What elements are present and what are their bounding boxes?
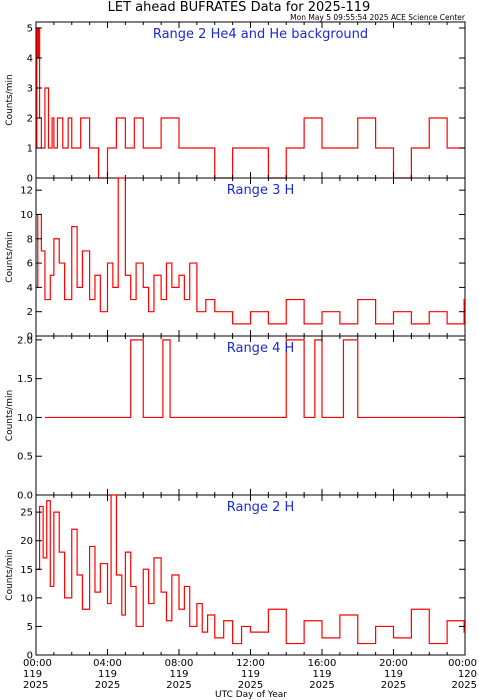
y-axis-label: Counts/min (5, 390, 15, 441)
y-tick-label: 2 (27, 114, 33, 125)
y-tick-label: 0.5 (17, 452, 33, 463)
x-tick-label: 2025 (309, 680, 334, 691)
y-tick-label: 25 (20, 508, 33, 519)
y-tick-label: 1.0 (17, 413, 33, 424)
panel-3: 0.0 0.5 1.0 1.5 2.0 Range 4 H Counts/min (5, 335, 466, 502)
y-tick-label: 3 (27, 84, 33, 95)
y-tick-label: 1.5 (17, 374, 33, 385)
y-tick-label: 0 (27, 332, 33, 343)
x-tick-label: 119 (241, 669, 260, 680)
y-axis-label: Counts/min (5, 231, 15, 282)
y-tick-label: 5 (27, 622, 33, 633)
y-tick-label: 2 (27, 307, 33, 318)
x-tick-label: 2025 (95, 680, 120, 691)
panel-title: Range 2 He4 and He background (153, 27, 368, 42)
y-tick-label: 10 (20, 210, 33, 221)
x-tick-label: 119 (312, 669, 331, 680)
x-tick-label: 08:00 (165, 658, 194, 669)
x-tick-label: 2025 (452, 680, 477, 691)
y-axis-label: Counts/min (5, 549, 15, 600)
y-tick-label: 15 (20, 565, 33, 576)
y-tick-label: 0 (27, 651, 33, 662)
panel-title: Range 4 H (227, 341, 295, 356)
series-line (36, 494, 465, 645)
series-line (36, 177, 465, 325)
x-tick-label: 120 (458, 669, 477, 680)
x-tick-label: 04:00 (93, 658, 122, 669)
x-axis-label: UTC Day of Year (215, 690, 287, 700)
x-tick-label: 2025 (166, 680, 191, 691)
y-tick-label: 10 (20, 593, 33, 604)
y-tick-label: 5 (27, 24, 33, 35)
x-tick-label: 2025 (381, 680, 406, 691)
plot-frame (35, 21, 466, 179)
plot-frame (35, 335, 466, 496)
panel-2: 0 2 4 6 8 10 12 Range 3 H Counts/min (5, 177, 466, 343)
x-tick-label: 16:00 (308, 658, 337, 669)
chart-title: LET ahead BUFRATES Data for 2025-119 (108, 0, 371, 15)
y-axis-label: Counts/min (5, 74, 15, 125)
x-tick-label: 119 (384, 669, 403, 680)
y-tick-label: 0 (27, 174, 33, 185)
panel-1: 0 1 2 3 4 5 Range 2 He4 and He background Count… (5, 21, 466, 185)
x-tick-label: 00:00 (23, 658, 52, 669)
y-tick-label: 4 (27, 283, 33, 294)
y-tick-label: 8 (27, 234, 33, 245)
panel-title: Range 3 H (227, 183, 295, 198)
series-line (36, 27, 465, 179)
timestamp: Mon May 5 09:55:54 2025 ACE Science Cent… (290, 13, 466, 22)
y-tick-label: 12 (20, 186, 33, 197)
x-tick-label: 12:00 (236, 658, 265, 669)
y-tick-label: 4 (27, 54, 33, 65)
x-tick-label: 00:00 (448, 658, 477, 669)
y-tick-label: 2.0 (17, 335, 33, 346)
y-tick-label: 20 (20, 536, 33, 547)
x-tick-label: 20:00 (379, 658, 408, 669)
y-tick-label: 0.0 (17, 491, 33, 502)
y-tick-label: 6 (27, 259, 33, 270)
x-tick-label: 119 (98, 669, 117, 680)
panel-title: Range 2 H (227, 500, 295, 515)
y-tick-label: 1 (27, 144, 33, 155)
x-tick-label: 119 (23, 669, 42, 680)
x-tick-label: 119 (169, 669, 188, 680)
series-line (44, 339, 465, 419)
x-tick-label: 2025 (238, 680, 263, 691)
x-tick-label: 2025 (23, 680, 48, 691)
